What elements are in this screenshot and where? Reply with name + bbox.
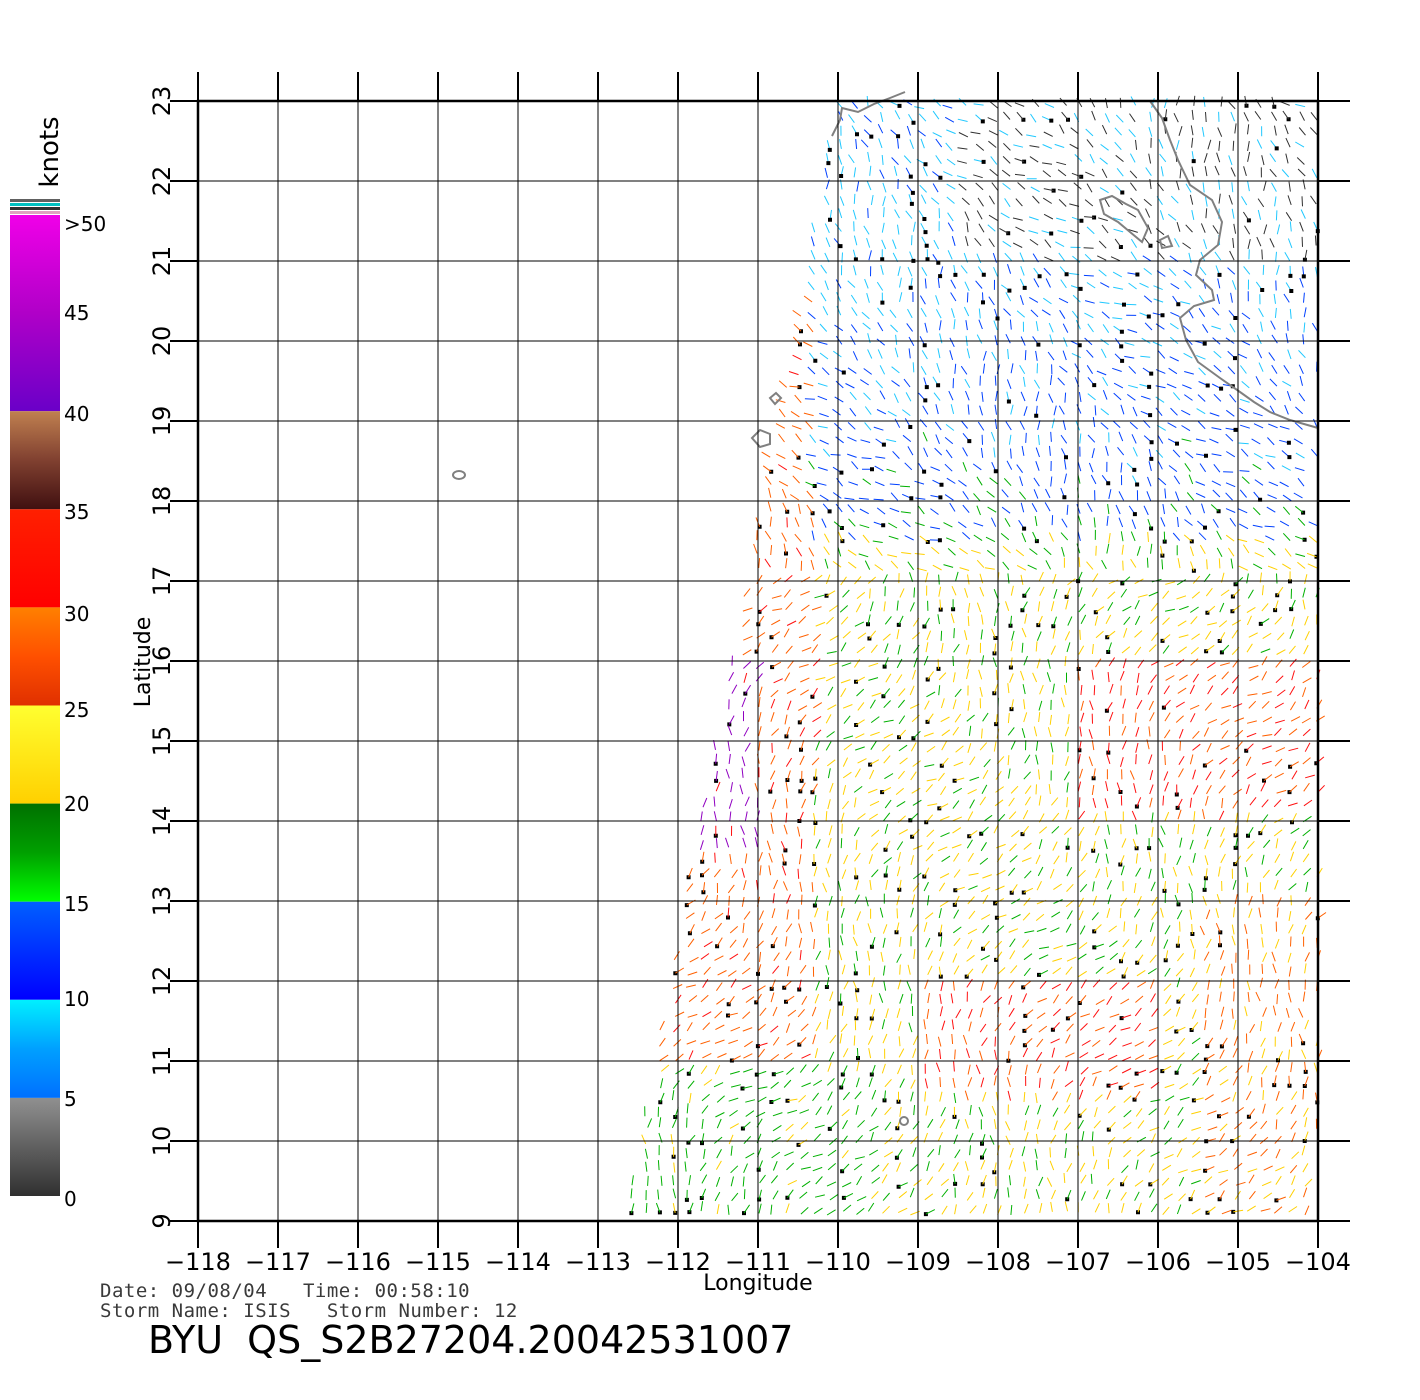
storm-info-line: Storm Name: ISIS Storm Number: 12 [100,1300,518,1322]
tres-marias-islands [1098,194,1150,244]
colorbar-top-stripe [10,207,60,210]
colorbar-top-stripe [10,203,60,206]
lat-tick-label: 14 [148,806,176,837]
lon-tick-label: −112 [645,1248,711,1276]
lon-tick-label: −117 [245,1248,311,1276]
colorbar-top-stripe [10,199,60,202]
colorbar-label: 15 [64,892,89,916]
wind-vectors [956,95,1318,262]
lon-tick-label: −114 [485,1248,551,1276]
colorbar-label: 0 [64,1187,77,1211]
lat-tick-label: 17 [148,566,176,597]
colorbar-label: 30 [64,602,89,626]
lon-tick-label: −104 [1285,1248,1351,1276]
file-identifier: BYU QS_S2B27204.20042531007 [148,1318,794,1362]
wind-vectors [629,103,1320,1217]
coastline [452,91,1319,1126]
wind-vectors [807,95,1319,485]
colorbar-band [10,705,60,804]
axis-tick-labels: −118 −117 −116 −115 −114 −113 −112 −111 −110 −109… [148,86,1351,1276]
colorbar-label: >50 [64,212,106,236]
plot-frame [196,99,1320,1223]
island [1158,234,1174,250]
colorbar-label: 20 [64,792,89,816]
colorbar-band [10,1097,60,1196]
wind-vectors [659,295,1327,1216]
lat-tick-label: 22 [148,166,176,197]
colorbar-label: 35 [64,500,89,524]
lat-tick-label: 18 [148,486,176,517]
wind-vectors [630,431,1320,1216]
colorbar-band [10,803,60,902]
colorbar-label: 5 [64,1087,77,1111]
colorbar-band [10,215,60,412]
lon-tick-label: −108 [965,1248,1031,1276]
lat-tick-label: 15 [148,726,176,757]
lon-tick-label: −107 [1045,1248,1111,1276]
colorbar-title: knots [35,116,65,187]
colorbar-band [10,607,60,706]
colorbar-band [10,901,60,1000]
wind-vectors [804,99,1319,542]
date-time-line: Date: 09/08/04 Time: 00:58:10 [100,1280,471,1302]
mainland-coast [1149,100,1319,429]
lat-tick-label: 20 [148,326,176,357]
colorbar-band [10,411,60,510]
island [768,391,783,406]
lat-tick-label: 13 [148,886,176,917]
lat-tick-label: 10 [148,1126,176,1157]
lat-tick-label: 19 [148,406,176,437]
clipperton-island [899,1116,909,1126]
colorbar-label: 40 [64,402,89,426]
lon-tick-label: −115 [405,1248,471,1276]
lat-tick-label: 11 [148,1046,176,1077]
lon-tick-label: −118 [165,1248,231,1276]
x-axis-title: Longitude [703,1271,812,1296]
lat-tick-label: 16 [148,646,176,677]
lat-tick-label: 23 [148,86,176,117]
lon-tick-label: −105 [1205,1248,1271,1276]
colorbar-band [10,999,60,1098]
lon-tick-label: −109 [885,1248,951,1276]
lat-tick-label: 12 [148,966,176,997]
wind-vectors [673,354,1325,1101]
colorbar-label: 45 [64,301,89,325]
lat-tick-label: 9 [148,1213,176,1228]
wind-speed-colorbar: >50 45 40 35 30 25 20 15 10 5 0 [10,199,106,1211]
lon-tick-label: −113 [565,1248,631,1276]
lat-tick-label: 21 [148,246,176,277]
lon-tick-label: −116 [325,1248,391,1276]
clarion-island [452,470,466,480]
colorbar-band [10,509,60,608]
colorbar-label: 25 [64,698,89,722]
lon-tick-label: −111 [725,1248,791,1276]
lon-tick-label: −106 [1125,1248,1191,1276]
lon-tick-label: −110 [805,1248,871,1276]
colorbar-label: 10 [64,987,89,1011]
lat-lon-grid [170,72,1350,1248]
y-axis-title: Latitude [131,617,156,708]
island [750,428,771,449]
colorbar-top-stripe [10,211,60,214]
wind-vector-swath [629,95,1327,1217]
baja-coast [831,91,906,137]
